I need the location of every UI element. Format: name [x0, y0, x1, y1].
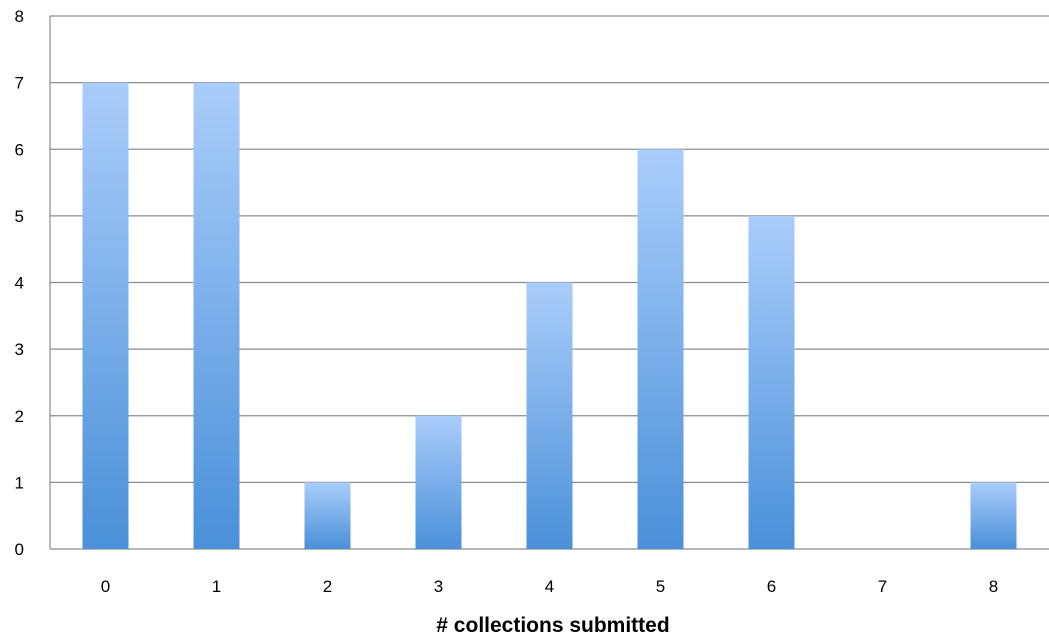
x-axis-title: # collections submitted [436, 614, 669, 637]
bar-0 [82, 82, 129, 549]
bar-6 [748, 215, 795, 549]
y-tick-label: 8 [15, 7, 24, 26]
x-tick-label: 0 [101, 577, 110, 596]
y-tick-label: 2 [15, 407, 24, 426]
y-tick-label: 7 [15, 74, 24, 93]
x-axis-tick-labels: 0 1 2 3 4 5 6 7 8 [101, 577, 998, 596]
y-tick-label: 1 [15, 473, 24, 492]
bar-2 [304, 482, 351, 549]
x-tick-label: 4 [545, 577, 554, 596]
y-axis-tick-labels: 0 1 2 3 4 5 6 7 8 [15, 7, 24, 559]
x-tick-label: 2 [323, 577, 332, 596]
bar-1 [193, 82, 240, 549]
bar-5 [637, 149, 684, 549]
x-tick-label: 6 [767, 577, 776, 596]
y-tick-label: 5 [15, 207, 24, 226]
x-tick-label: 1 [212, 577, 221, 596]
bar-3 [415, 415, 462, 549]
x-tick-label: 8 [989, 577, 998, 596]
y-tick-label: 4 [15, 274, 24, 293]
bars [82, 82, 1017, 549]
y-tick-label: 3 [15, 340, 24, 359]
x-tick-label: 5 [656, 577, 665, 596]
x-tick-label: 3 [434, 577, 443, 596]
bar-8 [970, 482, 1017, 549]
x-tick-label: 7 [878, 577, 887, 596]
y-tick-label: 0 [15, 540, 24, 559]
y-tick-label: 6 [15, 140, 24, 159]
bar-4 [526, 282, 573, 549]
